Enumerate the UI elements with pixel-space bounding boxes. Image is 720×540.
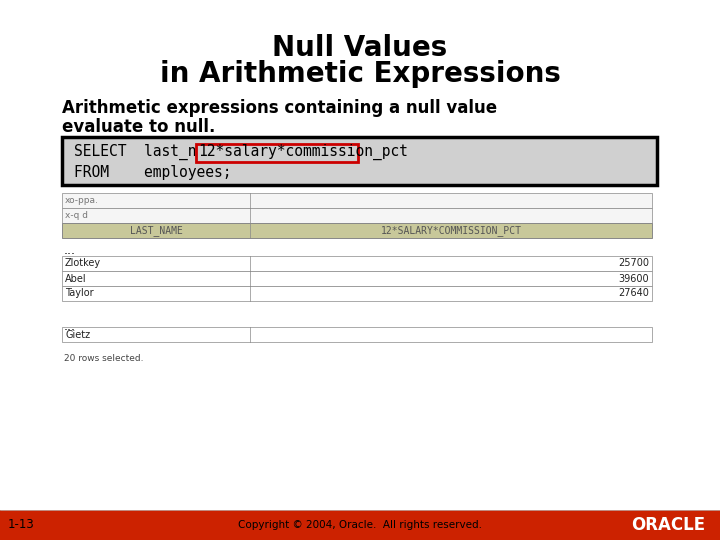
Bar [62, 208, 652, 223]
Text: ...: ... [64, 244, 76, 256]
Text: in Arithmetic Expressions: in Arithmetic Expressions [160, 60, 560, 88]
Text: evaluate to null.: evaluate to null. [62, 118, 215, 136]
Text: Abel: Abel [65, 273, 86, 284]
Bar [0, 510, 720, 540]
Text: 27640: 27640 [618, 288, 649, 299]
Text: x-q d: x-q d [65, 211, 88, 220]
Text: FROM    employees;: FROM employees; [74, 165, 232, 179]
Bar [62, 223, 652, 238]
Bar [62, 137, 657, 185]
Text: 20 rows selected.: 20 rows selected. [64, 354, 143, 363]
Text: 12*SALARY*COMMISSION_PCT: 12*SALARY*COMMISSION_PCT [380, 225, 521, 236]
Text: SELECT  last_name,: SELECT last_name, [74, 144, 240, 160]
Bar [62, 256, 652, 271]
Text: 25700: 25700 [618, 259, 649, 268]
Text: Taylor: Taylor [65, 288, 94, 299]
Text: ...: ... [64, 320, 76, 333]
Bar [62, 286, 652, 301]
Bar [62, 327, 652, 342]
Text: xo-ppa.: xo-ppa. [65, 196, 99, 205]
Text: Zlotkey: Zlotkey [65, 259, 101, 268]
Text: LAST_NAME: LAST_NAME [130, 225, 182, 236]
Text: Null Values: Null Values [272, 34, 448, 62]
Text: ORACLE: ORACLE [631, 516, 705, 534]
Text: Arithmetic expressions containing a null value: Arithmetic expressions containing a null… [62, 99, 497, 117]
Bar [62, 193, 652, 208]
Text: 1-13: 1-13 [8, 518, 35, 531]
Text: 39600: 39600 [618, 273, 649, 284]
Bar [62, 271, 652, 286]
Text: Copyright © 2004, Oracle.  All rights reserved.: Copyright © 2004, Oracle. All rights res… [238, 520, 482, 530]
Text: Gietz: Gietz [65, 329, 90, 340]
Text: 12*salary*commission_pct: 12*salary*commission_pct [199, 144, 408, 160]
Bar [197, 144, 358, 162]
